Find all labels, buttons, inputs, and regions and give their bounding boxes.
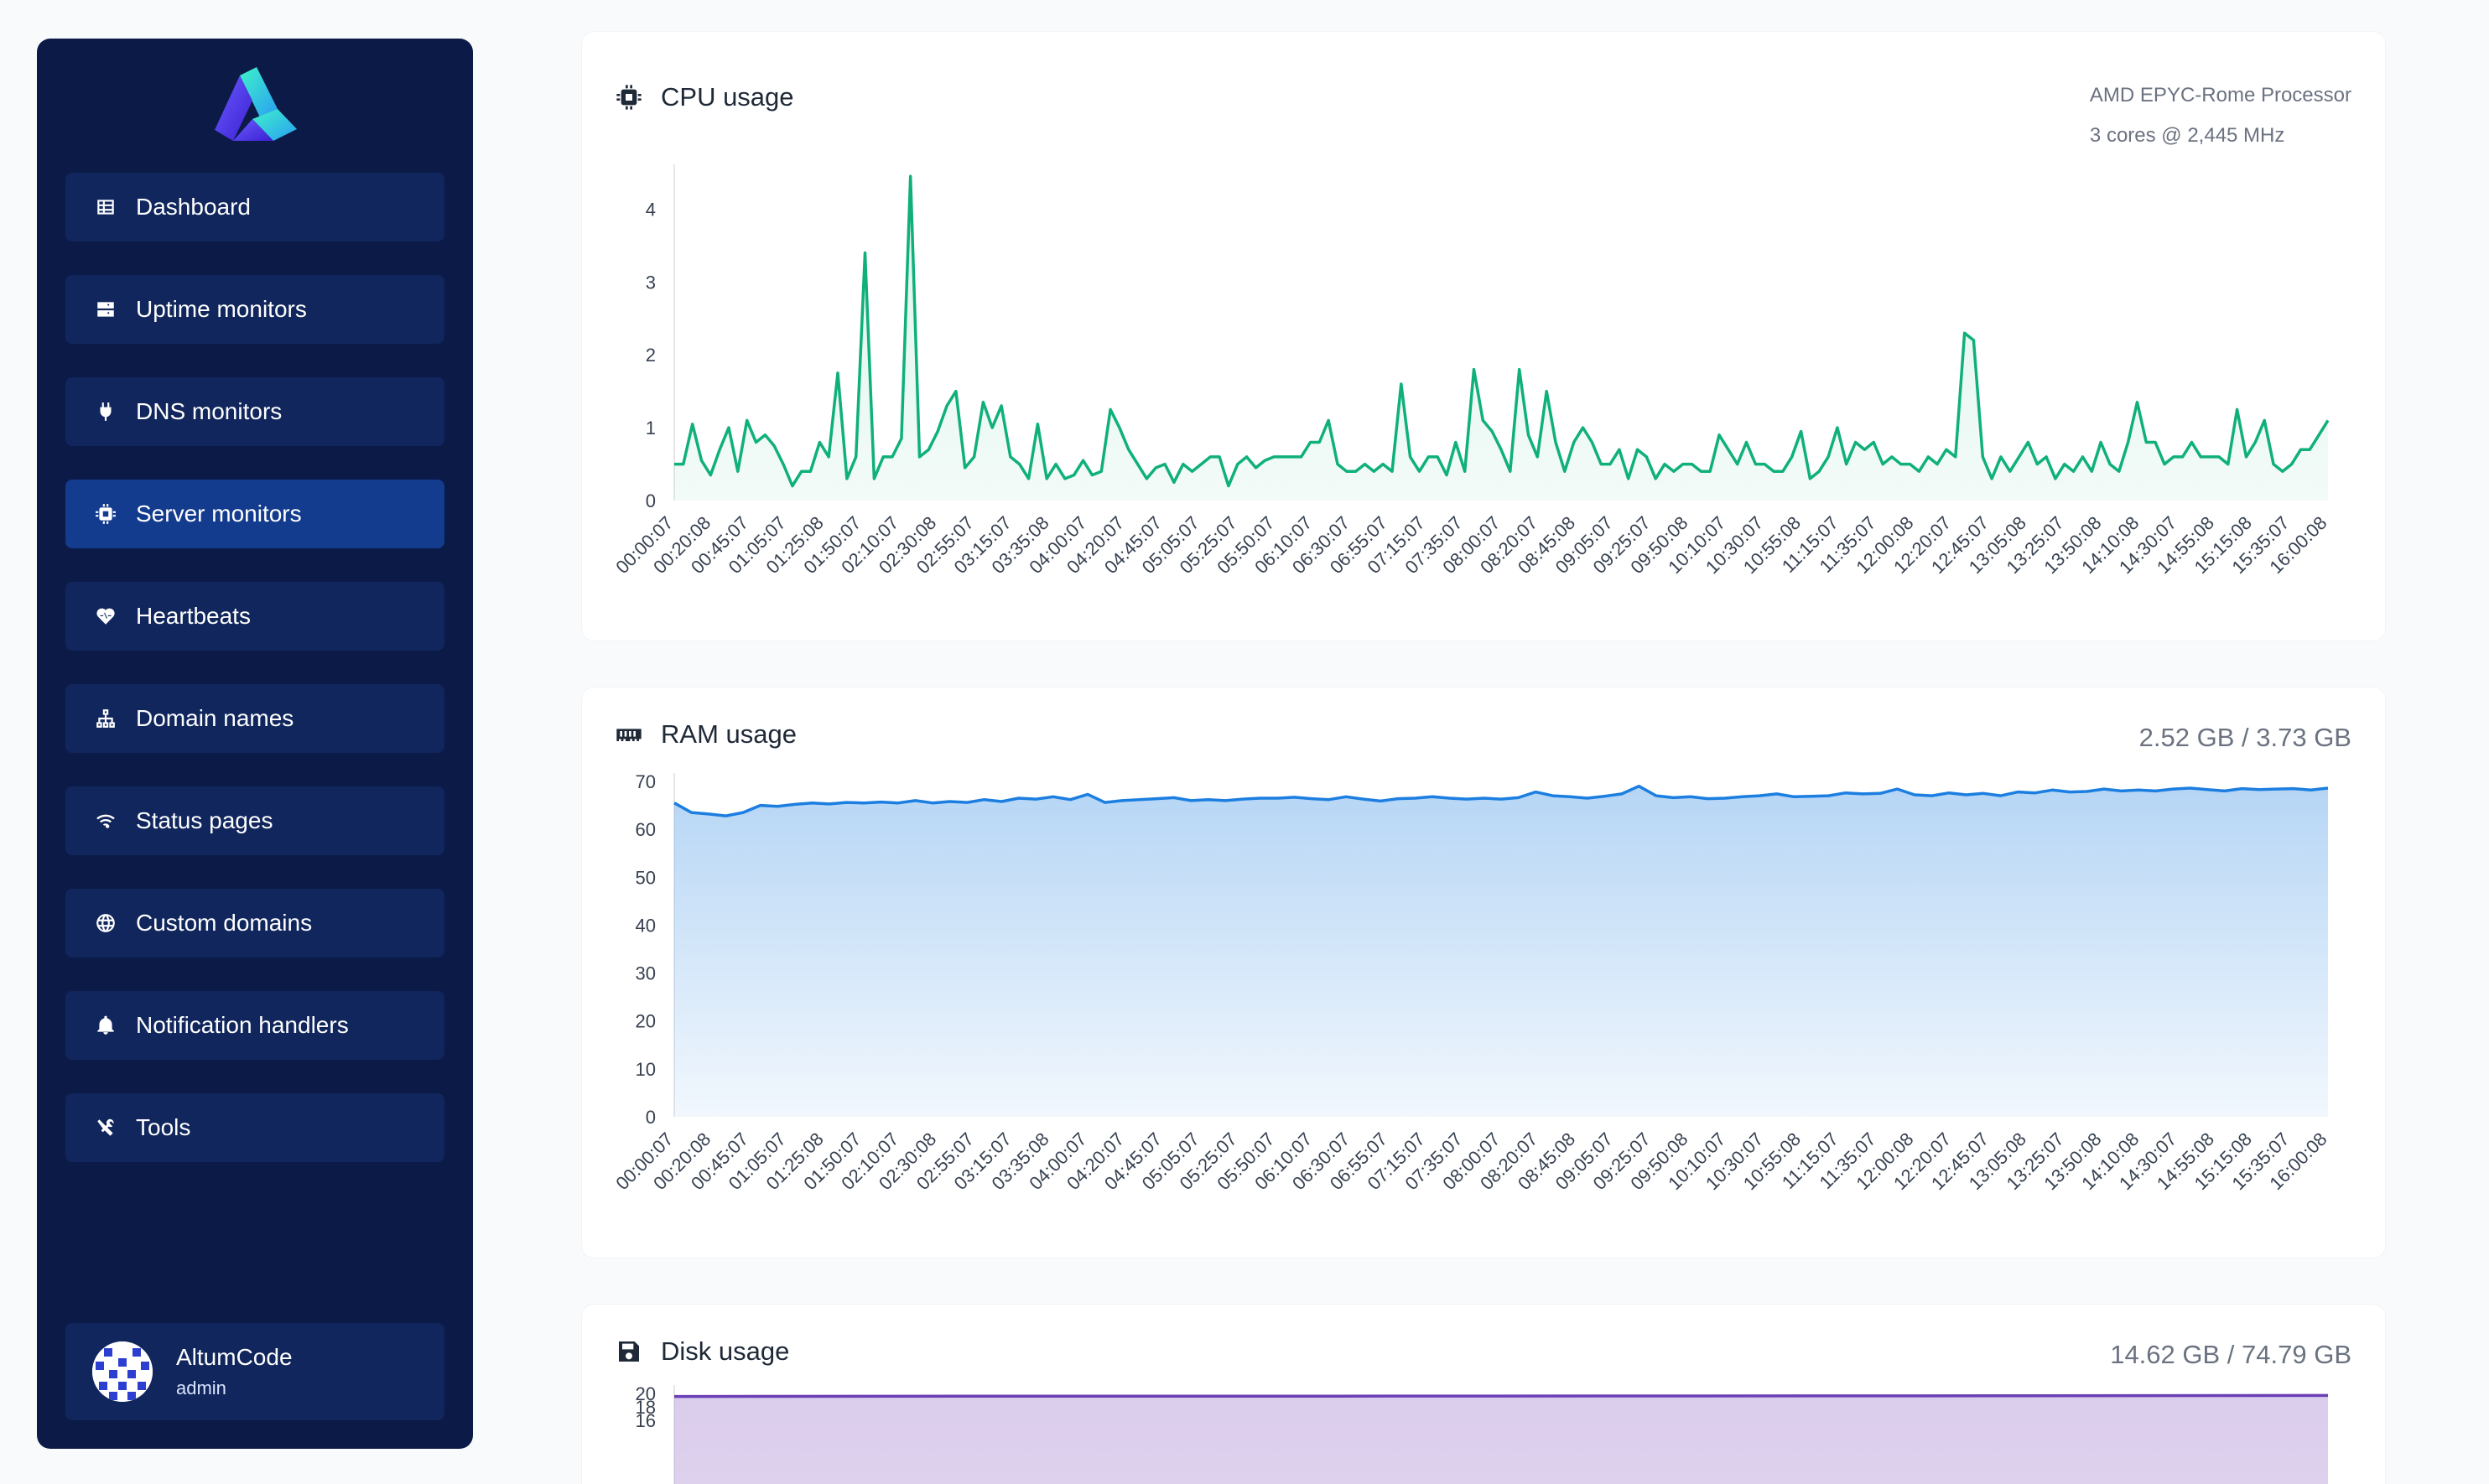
sidebar-item-label: Heartbeats xyxy=(136,603,251,629)
ram-usage-title: RAM usage xyxy=(616,719,797,750)
sidebar-item-domain-names[interactable]: Domain names xyxy=(65,684,444,753)
card-title-label: RAM usage xyxy=(661,719,797,749)
cpu-series-line xyxy=(674,174,2330,488)
ram-y-tick-label: 30 xyxy=(636,963,656,984)
chip-icon xyxy=(616,85,642,110)
ram-y-tick-label: 60 xyxy=(636,819,656,840)
cpu-y-tick-label: 4 xyxy=(646,199,656,220)
sidebar-item-label: Status pages xyxy=(136,807,273,833)
avatar xyxy=(92,1341,153,1402)
disk-usage-card: Disk usage 14.62 GB / 74.79 GB 16 18 20 xyxy=(582,1305,2385,1484)
altum-logo-icon[interactable] xyxy=(215,67,299,143)
user-name: AltumCode xyxy=(176,1344,293,1370)
card-title-label: Disk usage xyxy=(661,1336,790,1366)
disk-summary: 14.62 GB / 74.79 GB xyxy=(2110,1340,2351,1369)
sidebar-item-server-monitors[interactable]: Server monitors xyxy=(65,480,444,548)
disk-y-tick-label: 18 xyxy=(636,1397,656,1418)
sidebar-item-label: DNS monitors xyxy=(136,398,283,424)
user-card[interactable]: AltumCode admin xyxy=(65,1323,444,1420)
cpu-info: AMD EPYC-Rome Processor 3 cores @ 2,445 … xyxy=(2090,75,2351,156)
sidebar-item-uptime-monitors[interactable]: Uptime monitors xyxy=(65,275,444,344)
disk-series-line xyxy=(673,1393,2329,1398)
sidebar-item-status-pages[interactable]: Status pages xyxy=(65,786,444,855)
ram-y-tick-label: 20 xyxy=(636,1011,656,1032)
card-title-label: CPU usage xyxy=(661,82,794,112)
sidebar-item-heartbeats[interactable]: Heartbeats xyxy=(65,582,444,651)
sidebar-item-custom-domains[interactable]: Custom domains xyxy=(65,889,444,957)
globe-icon xyxy=(94,911,117,935)
table-icon xyxy=(94,195,117,219)
sidebar-item-label: Server monitors xyxy=(136,501,302,527)
disk-y-tick-label: 20 xyxy=(636,1383,656,1404)
ram-y-tick-label: 10 xyxy=(636,1059,656,1080)
cpu-cores: 3 cores @ 2,445 MHz xyxy=(2089,124,2285,147)
bell-icon xyxy=(94,1014,117,1037)
cpu-usage-card: CPU usage AMD EPYC-Rome Processor 3 core… xyxy=(582,32,2385,641)
wifi-icon xyxy=(94,809,117,833)
ram-summary: 2.52 GB / 3.73 GB xyxy=(2138,723,2351,752)
disk-y-tick-label: 16 xyxy=(636,1410,656,1431)
sidebar: Dashboard Uptime monitors DNS monitors S… xyxy=(37,39,473,1449)
ram-y-tick-label: 0 xyxy=(646,1107,656,1128)
ram-y-tick-label: 50 xyxy=(636,867,656,888)
ram-series-line xyxy=(673,784,2329,817)
heart-pulse-icon xyxy=(94,604,117,628)
sidebar-item-label: Tools xyxy=(136,1114,191,1140)
sidebar-item-notification-handlers[interactable]: Notification handlers xyxy=(65,991,444,1060)
sidebar-item-label: Domain names xyxy=(136,705,294,731)
chip-icon xyxy=(94,502,117,526)
server-icon xyxy=(94,298,117,321)
ram-usage-chart: 01020304050607000:00:0700:20:0800:45:070… xyxy=(611,771,2331,1194)
sidebar-nav: Dashboard Uptime monitors DNS monitors S… xyxy=(65,173,444,1196)
cpu-processor: AMD EPYC-Rome Processor xyxy=(2089,84,2351,106)
disk-area xyxy=(674,1395,2328,1484)
plug-icon xyxy=(94,400,117,423)
sidebar-item-label: Notification handlers xyxy=(136,1012,349,1038)
sidebar-item-dashboard[interactable]: Dashboard xyxy=(65,173,444,241)
cpu-y-tick-label: 1 xyxy=(646,418,656,438)
network-icon xyxy=(94,707,117,730)
ram-usage-card: RAM usage 2.52 GB / 3.73 GB 0 10 20 30 40 50 6… xyxy=(582,688,2385,1258)
sidebar-item-label: Uptime monitors xyxy=(136,296,307,322)
memory-icon xyxy=(616,729,642,741)
cpu-usage-chart: 0123400:00:0700:20:0800:45:0701:05:0701:… xyxy=(611,164,2331,578)
sidebar-item-dns-monitors[interactable]: DNS monitors xyxy=(65,377,444,446)
ram-area xyxy=(674,786,2328,1117)
sidebar-item-label: Custom domains xyxy=(136,910,313,936)
sidebar-item-tools[interactable]: Tools xyxy=(65,1093,444,1162)
cpu-y-tick-label: 3 xyxy=(646,272,656,293)
floppy-disk-icon xyxy=(619,1341,639,1362)
sidebar-item-label: Dashboard xyxy=(136,194,251,220)
ram-y-tick-label: 40 xyxy=(636,915,656,936)
ram-y-tick-label: 70 xyxy=(636,771,656,792)
user-role: admin xyxy=(176,1378,226,1398)
cpu-area xyxy=(674,176,2328,501)
cpu-y-tick-label: 2 xyxy=(646,345,656,366)
tools-icon xyxy=(94,1116,117,1139)
cpu-usage-title: CPU usage xyxy=(616,82,794,112)
cpu-y-tick-label: 0 xyxy=(646,490,656,511)
disk-usage-title: Disk usage xyxy=(616,1336,789,1367)
